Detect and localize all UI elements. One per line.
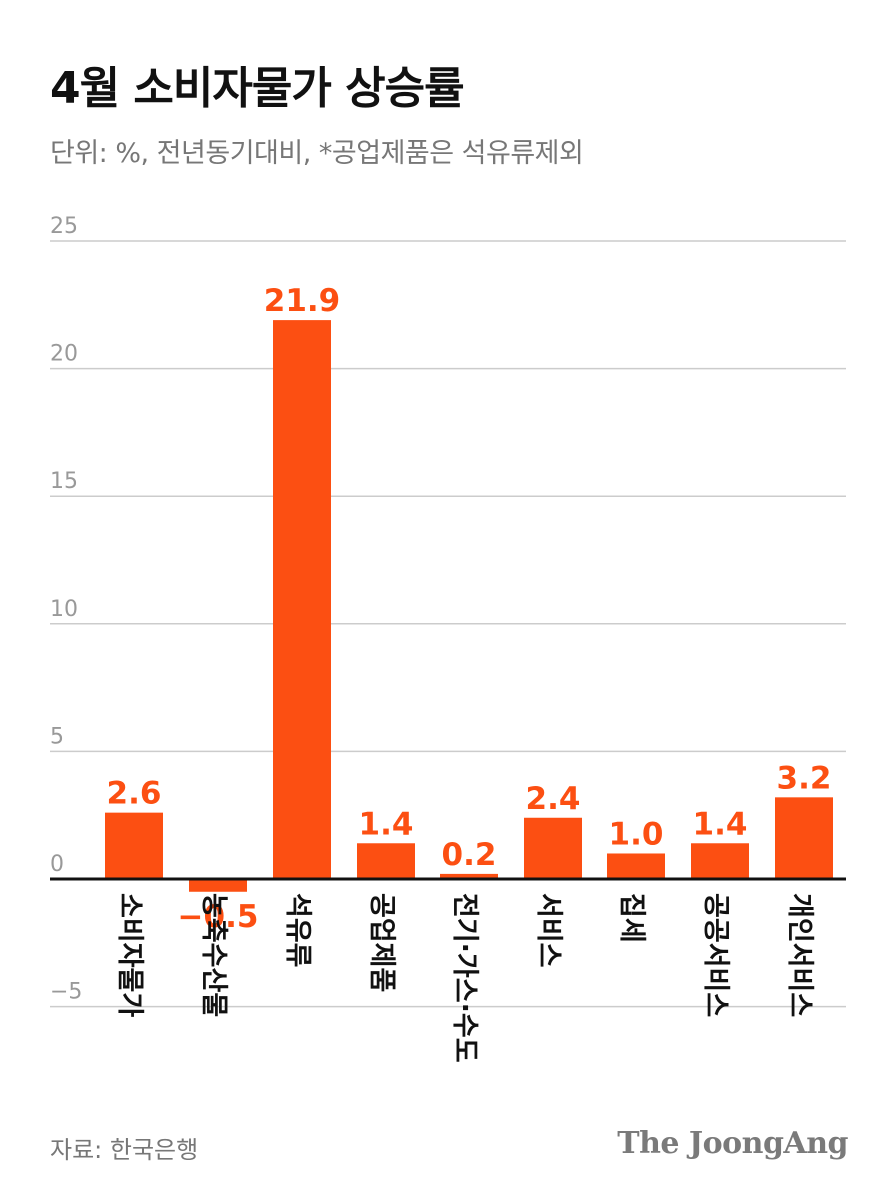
data-label: 1.4 — [359, 806, 414, 842]
brand-logo: The JoongAng — [617, 1126, 848, 1161]
category-label: 소비자물가 — [114, 893, 145, 1017]
category-label: 석유류 — [282, 893, 313, 968]
category-label: 공공서비스 — [700, 893, 731, 1017]
category-label: 전기·가스·수도 — [449, 893, 480, 1063]
chart-title: 4월 소비자물가 상승률 — [50, 63, 465, 114]
bar — [524, 817, 582, 879]
bar — [607, 853, 665, 879]
bar — [440, 873, 498, 879]
y-tick-label: 5 — [50, 724, 64, 749]
y-tick-label: 0 — [50, 852, 64, 877]
category-label: 개인서비스 — [784, 893, 815, 1017]
category-label: 농축수산물 — [198, 893, 229, 1017]
category-label: 집세 — [616, 893, 647, 943]
y-tick-label: 20 — [50, 342, 78, 367]
data-label: 2.4 — [526, 781, 581, 817]
chart-subtitle: 단위: %, 전년동기대비, *공업제품은 석유류제외 — [50, 138, 584, 169]
category-label: 공업제품 — [366, 893, 397, 992]
data-label: 0.2 — [442, 837, 497, 873]
data-label: 1.4 — [693, 806, 748, 842]
data-label: 1.0 — [609, 816, 664, 852]
data-label: −0.5 — [178, 899, 259, 935]
category-label: 서비스 — [533, 893, 564, 968]
bar — [775, 797, 833, 879]
bar — [105, 812, 163, 879]
source-note: 자료: 한국은행 — [50, 1136, 199, 1164]
data-label: 21.9 — [264, 283, 341, 319]
y-tick-label: 10 — [50, 597, 78, 622]
bar — [691, 843, 749, 879]
y-tick-label: −5 — [50, 980, 82, 1005]
bar — [357, 843, 415, 879]
y-tick-label: 15 — [50, 469, 78, 494]
data-label: 3.2 — [777, 760, 832, 796]
y-tick-label: 25 — [50, 214, 78, 239]
bar — [273, 320, 331, 879]
bar — [189, 879, 247, 892]
data-label: 2.6 — [107, 776, 162, 812]
